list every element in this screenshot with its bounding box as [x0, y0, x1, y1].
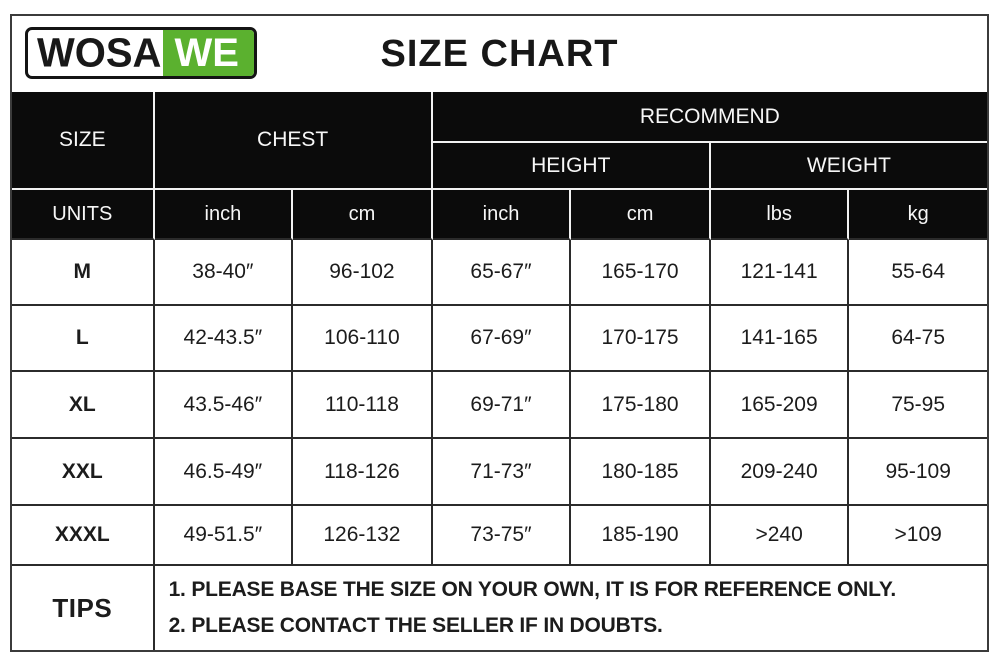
data-cell: 121-141 [710, 240, 850, 306]
size-cell: XXXL [12, 506, 155, 566]
unit-cell: cm [571, 190, 711, 240]
data-cell: 46.5-49″ [154, 439, 294, 506]
data-cell: 175-180 [571, 372, 711, 439]
data-cell: 67-69″ [432, 306, 572, 372]
data-cell: 49-51.5″ [154, 506, 294, 566]
data-cell: 73-75″ [432, 506, 572, 566]
brand-logo-text-green: WE [163, 30, 254, 76]
data-cell: 170-175 [571, 306, 711, 372]
tips-line-1: 1. PLEASE BASE THE SIZE ON YOUR OWN, IT … [168, 578, 897, 602]
size-chart-table: SIZE CHEST RECOMMEND HEIGHT WEIGHT UNITS… [12, 92, 987, 650]
data-cell: 110-118 [293, 372, 433, 439]
data-cell: 95-109 [849, 439, 987, 506]
data-cell: 180-185 [571, 439, 711, 506]
header-band: WOSA WE SIZE CHART [12, 16, 987, 92]
table-row: M 38-40″ 96-102 65-67″ 165-170 121-141 5… [12, 240, 987, 306]
data-cell: 65-67″ [432, 240, 572, 306]
data-cell: >240 [710, 506, 850, 566]
header-weight: WEIGHT [710, 143, 987, 190]
size-chart-panel: WOSA WE SIZE CHART SIZE CHEST RECOMMEND … [10, 14, 989, 652]
data-cell: 42-43.5″ [154, 306, 294, 372]
page-title: SIZE CHART [380, 32, 619, 75]
unit-cell: cm [293, 190, 433, 240]
header-chest: CHEST [154, 92, 433, 190]
data-cell: 106-110 [293, 306, 433, 372]
header-row-groups: SIZE CHEST RECOMMEND [12, 92, 987, 190]
data-cell: 96-102 [293, 240, 433, 306]
table-row: XL 43.5-46″ 110-118 69-71″ 175-180 165-2… [12, 372, 987, 439]
size-cell: L [12, 306, 155, 372]
data-cell: 118-126 [293, 439, 433, 506]
unit-cell: inch [154, 190, 294, 240]
data-cell: 71-73″ [432, 439, 572, 506]
data-cell: 64-75 [849, 306, 987, 372]
header-size: SIZE [12, 92, 155, 190]
header-row-subgroups: HEIGHT WEIGHT [12, 143, 987, 190]
brand-logo-text-black: WOSA [37, 30, 162, 75]
size-cell: XL [12, 372, 155, 439]
data-cell: 209-240 [710, 439, 850, 506]
data-cell: 43.5-46″ [154, 372, 294, 439]
table-row: XXXL 49-51.5″ 126-132 73-75″ 185-190 >24… [12, 506, 987, 566]
brand-logo: WOSA WE [25, 27, 257, 79]
header-height: HEIGHT [432, 143, 711, 190]
table-row: L 42-43.5″ 106-110 67-69″ 170-175 141-16… [12, 306, 987, 372]
data-cell: 165-209 [710, 372, 850, 439]
units-row: UNITS inch cm inch cm lbs kg [12, 190, 987, 240]
size-cell: M [12, 240, 155, 306]
unit-cell: lbs [710, 190, 850, 240]
tips-text-cell: 1. PLEASE BASE THE SIZE ON YOUR OWN, IT … [154, 566, 987, 650]
data-cell: 165-170 [571, 240, 711, 306]
data-cell: >109 [849, 506, 987, 566]
data-cell: 69-71″ [432, 372, 572, 439]
data-cell: 185-190 [571, 506, 711, 566]
data-cell: 38-40″ [154, 240, 294, 306]
tips-label-cell: TIPS [12, 566, 155, 650]
size-cell: XXL [12, 439, 155, 506]
tips-line-2: 2. PLEASE CONTACT THE SELLER IF IN DOUBT… [168, 614, 663, 637]
tips-row: TIPS 1. PLEASE BASE THE SIZE ON YOUR OWN… [12, 566, 987, 650]
data-cell: 55-64 [849, 240, 987, 306]
table-row: XXL 46.5-49″ 118-126 71-73″ 180-185 209-… [12, 439, 987, 506]
unit-cell: kg [849, 190, 987, 240]
data-cell: 75-95 [849, 372, 987, 439]
unit-cell: inch [432, 190, 572, 240]
units-label-cell: UNITS [12, 190, 155, 240]
header-recommend: RECOMMEND [432, 92, 987, 143]
data-cell: 141-165 [710, 306, 850, 372]
data-cell: 126-132 [293, 506, 433, 566]
